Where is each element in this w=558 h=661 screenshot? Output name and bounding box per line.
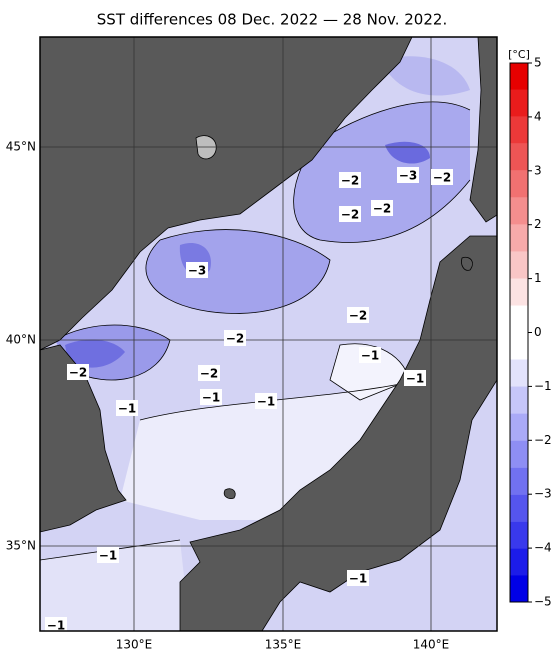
colorbar-segment	[510, 359, 528, 387]
colorbar-tick-label: −1	[534, 379, 552, 393]
title: SST differences 08 Dec. 2022 — 28 Nov. 2…	[97, 11, 447, 29]
contour-label-bg	[347, 307, 369, 323]
colorbar-tick-label: 3	[534, 163, 542, 177]
contour-label: −1	[47, 619, 65, 633]
colorbar-tick-label: −4	[534, 541, 552, 555]
colorbar-segment	[510, 575, 528, 602]
contour-label-bg	[186, 262, 208, 278]
contour-label-bg	[397, 167, 419, 183]
colorbar-segment	[510, 305, 528, 333]
colorbar-segment	[510, 413, 528, 441]
sea-dark	[293, 101, 470, 243]
contour-label: −2	[341, 174, 359, 188]
lat-label: 45°N	[6, 140, 36, 154]
colorbar-tick-label: −3	[534, 487, 552, 501]
contour-label-bg	[116, 400, 138, 416]
colorbar-segment	[510, 386, 528, 414]
colorbar-tick-label: 4	[534, 109, 542, 123]
colorbar-tick-label: −2	[534, 433, 552, 447]
colorbar-segment	[510, 63, 528, 90]
contour-labels: −2 −3 −2 −2 −2 −3 −2 −2 −1 −2 −2 −1 −1 −1 −1 −1 −1 −1	[45, 167, 453, 633]
sea-light	[40, 540, 190, 631]
colorbar-segment	[510, 116, 528, 144]
contour-label: −2	[341, 208, 359, 222]
map-frame	[39, 36, 498, 632]
sea-darker	[65, 339, 125, 368]
colorbar-segment	[510, 224, 528, 252]
contour-label-bg	[347, 570, 369, 586]
contour-label: −2	[349, 309, 367, 323]
contour-label: −1	[406, 372, 424, 386]
contour-label-bg	[45, 617, 67, 631]
colorbar-tick-label: 1	[534, 271, 542, 285]
contour-label-bg	[359, 347, 381, 363]
contour-label: −3	[399, 169, 417, 183]
sea-dark	[380, 56, 470, 96]
colorbar-segment	[510, 494, 528, 522]
colorbar-segment	[510, 251, 528, 279]
contour-label: −2	[200, 367, 218, 381]
colorbar-segment	[510, 197, 528, 225]
colorbar-segment	[510, 332, 528, 360]
contour-label-bg	[67, 364, 89, 380]
contour-label: −1	[361, 349, 379, 363]
lat-label: 35°N	[6, 539, 36, 553]
contour-label: −1	[202, 391, 220, 405]
colorbar-segment	[510, 143, 528, 171]
colorbar-segment	[510, 170, 528, 198]
contour-label: −2	[226, 332, 244, 346]
colorbar-segment	[510, 548, 528, 576]
colorbar-segment	[510, 89, 528, 117]
contour-label: −1	[257, 395, 275, 409]
colorbar-segment	[510, 521, 528, 549]
graticule	[40, 37, 497, 631]
colorbar-tick-label: 2	[534, 217, 542, 231]
lat-label: 40°N	[6, 333, 36, 347]
contour-label: −1	[118, 402, 136, 416]
colorbar-tick-label: 0	[534, 325, 542, 339]
contour-label-bg	[371, 200, 393, 216]
land	[40, 37, 497, 631]
contour-label-bg	[200, 389, 222, 405]
colorbar-tick-label: 5	[534, 56, 542, 70]
colorbar-tick-label: −5	[534, 595, 552, 609]
contour-label-bg	[431, 169, 453, 185]
contour-label: −1	[99, 549, 117, 563]
map-area: −2 −3 −2 −2 −2 −3 −2 −2 −1 −2 −2 −1 −1 −1 −1 −1 −1 −1	[40, 37, 497, 633]
contour-label-bg	[339, 206, 361, 222]
colorbar: [°C] 5 4 3 2 1 0 −1 −2 −3 −4 −5	[508, 48, 552, 609]
contour-label: −2	[433, 171, 451, 185]
contour-label-bg	[404, 370, 426, 386]
contour-label-bg	[339, 172, 361, 188]
lon-label: 135°E	[265, 638, 302, 652]
lon-label: 140°E	[413, 638, 450, 652]
contour-label-bg	[198, 365, 220, 381]
contour-label-bg	[224, 330, 246, 346]
contour-label-bg	[255, 393, 277, 409]
contour-label: −1	[349, 572, 367, 586]
colorbar-unit: [°C]	[508, 48, 530, 61]
contour-label: −2	[373, 202, 391, 216]
contour-label: −2	[69, 366, 87, 380]
contour-label: −3	[188, 264, 206, 278]
contour-label-bg	[97, 547, 119, 563]
colorbar-segment	[510, 440, 528, 468]
colorbar-segment	[510, 467, 528, 495]
lon-label: 130°E	[116, 638, 153, 652]
colorbar-segment	[510, 278, 528, 306]
